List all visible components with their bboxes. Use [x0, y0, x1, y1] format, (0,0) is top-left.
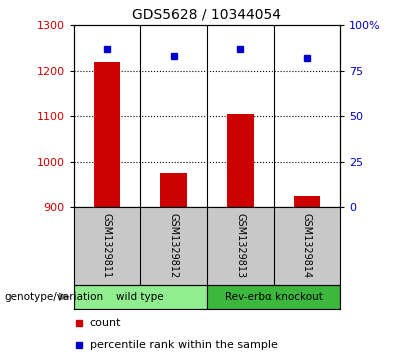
Text: GSM1329814: GSM1329814: [302, 213, 312, 278]
Bar: [160, 173, 187, 207]
Bar: [74, 285, 207, 309]
Bar: [207, 285, 340, 309]
Text: GSM1329813: GSM1329813: [235, 213, 245, 278]
Text: percentile rank within the sample: percentile rank within the sample: [89, 340, 277, 350]
Bar: [294, 196, 320, 207]
Text: genotype/variation: genotype/variation: [4, 292, 103, 302]
Bar: [227, 114, 254, 207]
Bar: [94, 62, 120, 207]
Text: GSM1329811: GSM1329811: [102, 213, 112, 278]
Title: GDS5628 / 10344054: GDS5628 / 10344054: [132, 8, 281, 21]
Text: GSM1329812: GSM1329812: [168, 213, 178, 278]
Text: Rev-erbα knockout: Rev-erbα knockout: [225, 292, 323, 302]
Text: count: count: [89, 318, 121, 328]
Text: wild type: wild type: [116, 292, 164, 302]
